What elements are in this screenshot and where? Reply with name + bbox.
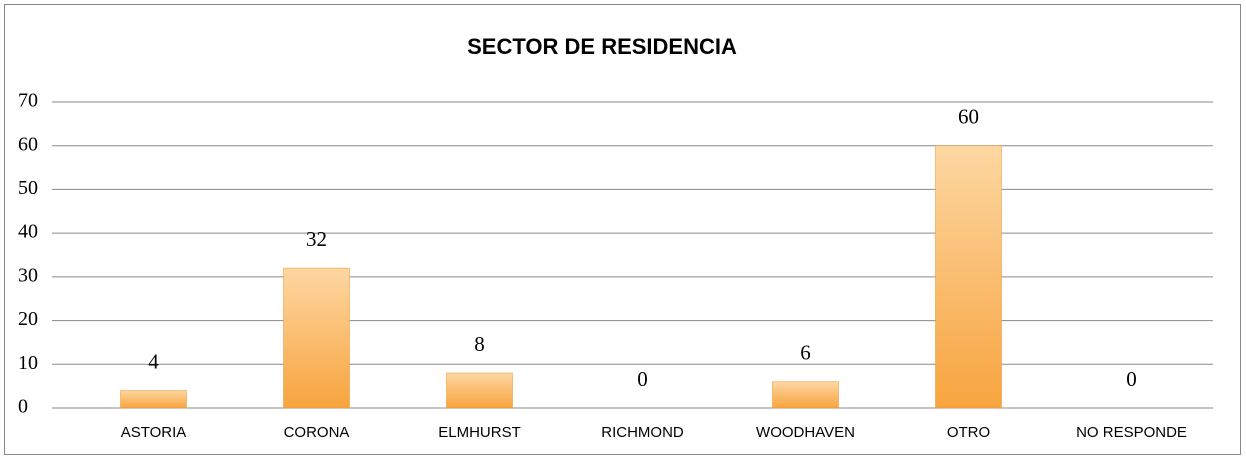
value-label: 0 <box>1126 367 1137 391</box>
bar <box>772 381 839 409</box>
value-label: 0 <box>637 367 648 391</box>
value-label: 6 <box>800 341 811 365</box>
chart-title: SECTOR DE RESIDENCIA <box>467 34 737 59</box>
chart-border <box>4 4 1241 455</box>
x-tick-label: NO RESPONDE <box>1076 424 1187 441</box>
bar <box>935 145 1002 409</box>
x-tick-label: ASTORIA <box>121 424 187 441</box>
bar <box>283 267 350 409</box>
y-tick-label: 20 <box>18 308 38 330</box>
y-tick-label: 70 <box>18 90 38 112</box>
x-tick-label: WOODHAVEN <box>756 424 855 441</box>
value-label: 60 <box>958 105 979 129</box>
value-label: 4 <box>148 349 159 373</box>
bar <box>120 390 187 409</box>
x-tick-label: ELMHURST <box>438 424 521 441</box>
bar <box>446 372 513 409</box>
x-tick-label: RICHMOND <box>601 424 684 441</box>
y-tick-label: 50 <box>18 177 38 199</box>
value-label: 32 <box>306 227 327 251</box>
y-tick-label: 0 <box>18 396 28 418</box>
y-tick-label: 30 <box>18 264 38 286</box>
x-tick-label: CORONA <box>284 424 350 441</box>
x-tick-label: OTRO <box>947 424 990 441</box>
y-tick-label: 60 <box>18 133 38 155</box>
value-label: 8 <box>474 332 485 356</box>
y-tick-label: 40 <box>18 221 38 243</box>
y-tick-label: 10 <box>18 352 38 374</box>
